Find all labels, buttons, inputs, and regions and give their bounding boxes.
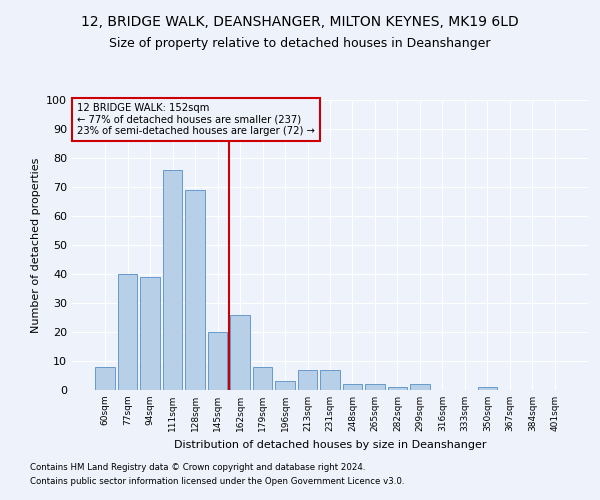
Text: Size of property relative to detached houses in Deanshanger: Size of property relative to detached ho… bbox=[109, 38, 491, 51]
Bar bbox=[410, 384, 430, 390]
Text: Contains public sector information licensed under the Open Government Licence v3: Contains public sector information licen… bbox=[30, 477, 404, 486]
Bar bbox=[118, 274, 137, 390]
Text: 12 BRIDGE WALK: 152sqm
← 77% of detached houses are smaller (237)
23% of semi-de: 12 BRIDGE WALK: 152sqm ← 77% of detached… bbox=[77, 103, 315, 136]
Bar bbox=[185, 190, 205, 390]
Bar bbox=[320, 370, 340, 390]
Bar bbox=[343, 384, 362, 390]
Bar bbox=[163, 170, 182, 390]
Text: Contains HM Land Registry data © Crown copyright and database right 2024.: Contains HM Land Registry data © Crown c… bbox=[30, 464, 365, 472]
Text: 12, BRIDGE WALK, DEANSHANGER, MILTON KEYNES, MK19 6LD: 12, BRIDGE WALK, DEANSHANGER, MILTON KEY… bbox=[81, 15, 519, 29]
Bar bbox=[298, 370, 317, 390]
Bar bbox=[208, 332, 227, 390]
Bar bbox=[253, 367, 272, 390]
Bar bbox=[140, 277, 160, 390]
X-axis label: Distribution of detached houses by size in Deanshanger: Distribution of detached houses by size … bbox=[174, 440, 486, 450]
Bar bbox=[365, 384, 385, 390]
Bar bbox=[275, 382, 295, 390]
Bar bbox=[95, 367, 115, 390]
Y-axis label: Number of detached properties: Number of detached properties bbox=[31, 158, 41, 332]
Bar bbox=[478, 387, 497, 390]
Bar bbox=[388, 387, 407, 390]
Bar bbox=[230, 314, 250, 390]
